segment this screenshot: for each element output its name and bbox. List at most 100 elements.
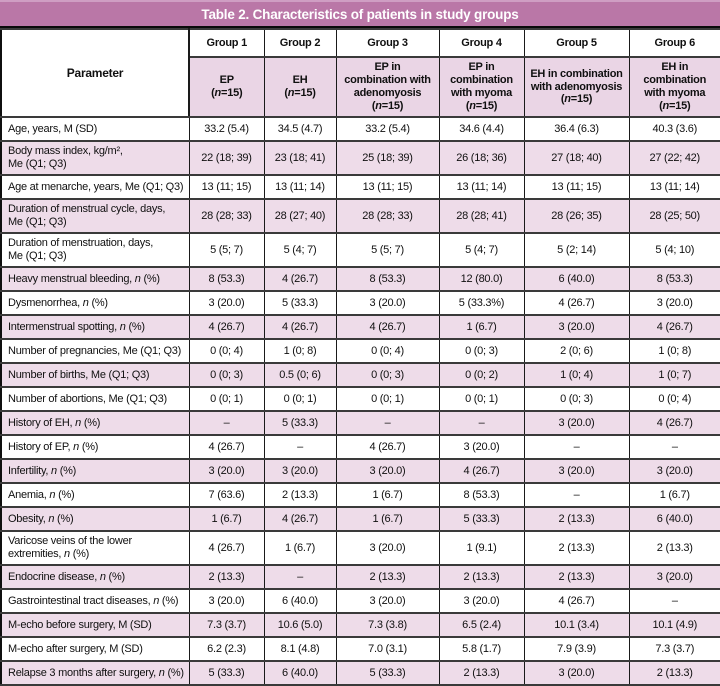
value-cell-group-2: 5 (4; 7) xyxy=(263,232,337,268)
value-cell-group-5: 3 (20.0) xyxy=(523,660,630,686)
value-cell-group-4: 3 (20.0) xyxy=(438,434,525,460)
value-cell-group-1: 3 (20.0) xyxy=(188,290,265,316)
value-cell-group-2: 23 (18; 41) xyxy=(263,140,337,176)
value-cell-group-3: 33.2 (5.4) xyxy=(335,116,440,142)
parameter-label: Relapse 3 months after surgery, n (%) xyxy=(0,660,190,686)
value-cell-group-2: 10.6 (5.0) xyxy=(263,612,337,638)
value-cell-group-6: 2 (13.3) xyxy=(628,660,720,686)
value-cell-group-4: 5 (4; 7) xyxy=(438,232,525,268)
value-cell-group-4: 6.5 (2.4) xyxy=(438,612,525,638)
value-cell-group-3: 0 (0; 4) xyxy=(335,338,440,364)
value-cell-group-3: 0 (0; 1) xyxy=(335,386,440,412)
parameter-label: Number of abortions, Me (Q1; Q3) xyxy=(0,386,190,412)
group-header-2: Group 2 xyxy=(263,28,337,58)
value-cell-group-2: – xyxy=(263,434,337,460)
value-cell-group-3: 1 (6.7) xyxy=(335,506,440,532)
table-row: M-echo after surgery, M (SD) 6.2 (2.3) 8.1… xyxy=(0,636,720,662)
value-cell-group-5: 0 (0; 3) xyxy=(523,386,630,412)
table-row: Endocrine disease, n (%) 2 (13.3) –2 (13.3… xyxy=(0,564,720,590)
value-cell-group-1: 2 (13.3) xyxy=(188,564,265,590)
value-cell-group-2: 8.1 (4.8) xyxy=(263,636,337,662)
value-cell-group-2: 28 (27; 40) xyxy=(263,198,337,234)
parameter-column-header: Parameter xyxy=(0,28,190,118)
parameter-label: Number of pregnancies, Me (Q1; Q3) xyxy=(0,338,190,364)
table-row: Number of abortions, Me (Q1; Q3) 0 (0; 1)… xyxy=(0,386,720,412)
value-cell-group-4: 5.8 (1.7) xyxy=(438,636,525,662)
value-cell-group-2: 5 (33.3) xyxy=(263,410,337,436)
table-row: Body mass index, kg/m², Me (Q1; Q3) 22 (18… xyxy=(0,140,720,176)
value-cell-group-1: 6.2 (2.3) xyxy=(188,636,265,662)
value-cell-group-1: 33.2 (5.4) xyxy=(188,116,265,142)
group-subheader-1: EP (n=15) xyxy=(188,56,265,118)
value-cell-group-3: 4 (26.7) xyxy=(335,434,440,460)
group-subheader-4: EP in combination with myoma (n=15) xyxy=(438,56,525,118)
table-row: Infertility, n (%) 3 (20.0) 3 (20.0) 3 (20.… xyxy=(0,458,720,484)
value-cell-group-5: 28 (26; 35) xyxy=(523,198,630,234)
parameter-label: Body mass index, kg/m², Me (Q1; Q3) xyxy=(0,140,190,176)
value-cell-group-5: 36.4 (6.3) xyxy=(523,116,630,142)
value-cell-group-4: 2 (13.3) xyxy=(438,564,525,590)
parameter-label: Number of births, Me (Q1; Q3) xyxy=(0,362,190,388)
value-cell-group-4: 5 (33.3%) xyxy=(438,290,525,316)
value-cell-group-6: 5 (4; 10) xyxy=(628,232,720,268)
value-cell-group-5: 4 (26.7) xyxy=(523,588,630,614)
table-row: Dysmenorrhea, n (%) 3 (20.0) 5 (33.3) 3 (20… xyxy=(0,290,720,316)
value-cell-group-6: – xyxy=(628,588,720,614)
value-cell-group-4: 34.6 (4.4) xyxy=(438,116,525,142)
value-cell-group-1: 8 (53.3) xyxy=(188,266,265,292)
value-cell-group-4: 2 (13.3) xyxy=(438,660,525,686)
value-cell-group-4: – xyxy=(438,410,525,436)
value-cell-group-3: 3 (20.0) xyxy=(335,530,440,566)
parameter-label: Age, years, M (SD) xyxy=(0,116,190,142)
value-cell-group-2: 0.5 (0; 6) xyxy=(263,362,337,388)
parameter-label: M-echo after surgery, M (SD) xyxy=(0,636,190,662)
value-cell-group-6: 0 (0; 4) xyxy=(628,386,720,412)
value-cell-group-3: 28 (28; 33) xyxy=(335,198,440,234)
table-row: Gastrointestinal tract diseases, n (%) 3 … xyxy=(0,588,720,614)
value-cell-group-4: 5 (33.3) xyxy=(438,506,525,532)
group-subheader-5: EH in combination with adenomyosis (n=15) xyxy=(523,56,630,118)
table-row: Number of births, Me (Q1; Q3) 0 (0; 3) 0.5… xyxy=(0,362,720,388)
parameter-label: Duration of menstruation, days, Me (Q1; Q… xyxy=(0,232,190,268)
parameter-label: M-echo before surgery, M (SD) xyxy=(0,612,190,638)
value-cell-group-6: 8 (53.3) xyxy=(628,266,720,292)
group-header-row: Parameter Group 1 Group 2 Group 3 Group 4 Gr… xyxy=(0,28,720,118)
value-cell-group-2: 0 (0; 1) xyxy=(263,386,337,412)
group-subheader-6: EH in combination with myoma (n=15) xyxy=(628,56,720,118)
value-cell-group-5: 3 (20.0) xyxy=(523,314,630,340)
value-cell-group-1: 22 (18; 39) xyxy=(188,140,265,176)
parameter-label: Duration of menstrual cycle, days, Me (Q1… xyxy=(0,198,190,234)
table-row: History of EH, n (%) –5 (33.3) – –3 (20.0) 4… xyxy=(0,410,720,436)
value-cell-group-4: 28 (28; 41) xyxy=(438,198,525,234)
table-row: Number of pregnancies, Me (Q1; Q3) 0 (0; … xyxy=(0,338,720,364)
parameter-label: History of EP, n (%) xyxy=(0,434,190,460)
value-cell-group-6: 3 (20.0) xyxy=(628,564,720,590)
value-cell-group-6: 27 (22; 42) xyxy=(628,140,720,176)
parameter-label: Endocrine disease, n (%) xyxy=(0,564,190,590)
value-cell-group-5: 27 (18; 40) xyxy=(523,140,630,176)
value-cell-group-5: 2 (13.3) xyxy=(523,530,630,566)
value-cell-group-5: 3 (20.0) xyxy=(523,458,630,484)
value-cell-group-4: 1 (6.7) xyxy=(438,314,525,340)
value-cell-group-6: 4 (26.7) xyxy=(628,314,720,340)
value-cell-group-6: 4 (26.7) xyxy=(628,410,720,436)
table-row: Duration of menstruation, days, Me (Q1; Q… xyxy=(0,232,720,268)
value-cell-group-5: 2 (13.3) xyxy=(523,506,630,532)
value-cell-group-4: 0 (0; 3) xyxy=(438,338,525,364)
value-cell-group-3: 1 (6.7) xyxy=(335,482,440,508)
table-row: M-echo before surgery, M (SD) 7.3 (3.7) 10… xyxy=(0,612,720,638)
value-cell-group-1: 13 (11; 15) xyxy=(188,174,265,200)
value-cell-group-1: – xyxy=(188,410,265,436)
value-cell-group-1: 3 (20.0) xyxy=(188,458,265,484)
table-row: Relapse 3 months after surgery, n (%) 5 (… xyxy=(0,660,720,686)
value-cell-group-1: 1 (6.7) xyxy=(188,506,265,532)
value-cell-group-5: 1 (0; 4) xyxy=(523,362,630,388)
value-cell-group-3: 7.0 (3.1) xyxy=(335,636,440,662)
value-cell-group-6: 13 (11; 14) xyxy=(628,174,720,200)
table-title: Table 2. Characteristics of patients in … xyxy=(201,6,519,22)
value-cell-group-2: 6 (40.0) xyxy=(263,660,337,686)
group-subheader-3: EP in combination with adenomyosis (n=15) xyxy=(335,56,440,118)
parameter-label: Varicose veins of the lower extremities, … xyxy=(0,530,190,566)
value-cell-group-1: 28 (28; 33) xyxy=(188,198,265,234)
